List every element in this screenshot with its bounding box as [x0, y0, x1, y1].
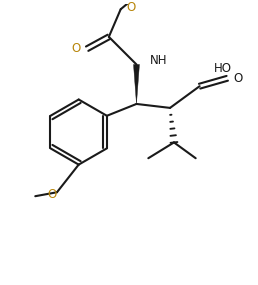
Text: O: O [71, 42, 80, 55]
Text: O: O [127, 1, 136, 14]
Polygon shape [134, 64, 139, 104]
Text: O: O [233, 72, 243, 85]
Text: O: O [47, 188, 57, 201]
Text: HO: HO [213, 62, 231, 75]
Text: NH: NH [150, 54, 168, 67]
